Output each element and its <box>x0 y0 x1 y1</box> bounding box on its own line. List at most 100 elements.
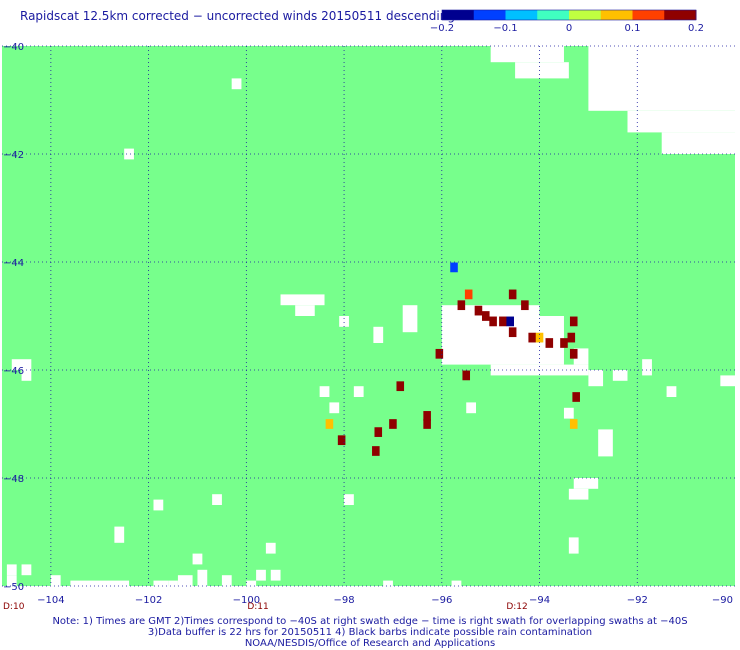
no-data-cell <box>177 575 193 586</box>
longitude-label: −104 <box>37 595 64 606</box>
latitude-label: −40 <box>3 42 24 53</box>
time-label: D:10 <box>3 602 25 610</box>
longitude-label: −98 <box>334 595 355 606</box>
time-label: D:12 <box>506 602 527 610</box>
no-data-cell <box>666 386 677 397</box>
no-data-cell <box>114 526 125 543</box>
note-line-3: NOAA/NESDIS/Office of Research and Appli… <box>244 638 496 649</box>
colorbar-swatch <box>442 10 475 20</box>
wind-difference-cell <box>481 311 490 321</box>
no-data-cell <box>329 402 340 414</box>
no-data-cell <box>598 429 613 457</box>
colorbar-tick-label: 0.1 <box>625 23 641 34</box>
wind-difference-cell <box>499 316 507 327</box>
wind-difference-cell <box>457 300 466 311</box>
no-data-cell <box>451 580 462 586</box>
colorbar-tick-label: −0.1 <box>493 23 517 34</box>
no-data-cell <box>353 386 364 397</box>
note-line-1: Note: 1) Times are GMT 2)Times correspon… <box>52 616 688 627</box>
longitude-label: −90 <box>712 595 733 606</box>
no-data-cell <box>6 564 17 576</box>
no-data-cell <box>212 494 222 505</box>
no-data-cell <box>627 110 735 133</box>
no-data-cell <box>319 386 330 397</box>
no-data-cell <box>563 407 574 419</box>
wind-difference-cell <box>489 316 497 327</box>
longitude-label: −96 <box>431 595 452 606</box>
colorbar-tick-label: 0.2 <box>688 23 704 34</box>
no-data-cell <box>515 62 569 79</box>
no-data-cell <box>339 316 349 327</box>
wind-difference-cell <box>435 348 444 359</box>
no-data-cell <box>490 46 564 63</box>
map-title: Rapidscat 12.5km corrected − uncorrected… <box>20 9 455 23</box>
no-data-cell <box>197 569 208 586</box>
latitude-label: −46 <box>3 366 24 377</box>
no-data-cell <box>661 132 735 154</box>
latitude-label: −42 <box>3 150 24 161</box>
wind-difference-cell <box>560 338 568 348</box>
wind-difference-cell <box>389 419 397 429</box>
wind-difference-map: −40 −42 −44 −46 −48 −50 −104 −102 −100 −98 −96 −94 −… <box>2 42 735 610</box>
longitude-label: −94 <box>529 595 550 606</box>
latitude-label: −44 <box>3 258 24 269</box>
no-data-cell <box>344 494 354 505</box>
no-data-areas <box>6 46 735 586</box>
wind-difference-cell <box>423 411 431 421</box>
no-data-cell <box>11 359 32 370</box>
no-data-cell <box>280 294 325 306</box>
no-data-cell <box>153 580 169 586</box>
wind-difference-cell <box>474 305 483 316</box>
no-data-cell <box>70 580 130 586</box>
no-data-cell <box>373 326 384 343</box>
colorbar-swatch <box>600 10 633 20</box>
colorbar-swatch <box>664 10 697 20</box>
wind-difference-cell <box>528 332 536 343</box>
no-data-cell <box>642 359 652 376</box>
colorbar-tick-label: 0 <box>566 23 572 34</box>
no-data-cell <box>246 580 257 586</box>
wind-difference-cell <box>423 419 431 429</box>
no-data-cell <box>153 499 164 511</box>
colorbar-swatch <box>473 10 506 20</box>
longitude-label: −100 <box>233 595 260 606</box>
no-data-cell <box>124 148 134 160</box>
no-data-cell <box>50 575 61 586</box>
wind-difference-cell <box>325 419 334 429</box>
no-data-cell <box>295 305 315 316</box>
no-data-cell <box>568 488 589 500</box>
wind-difference-cell <box>569 419 578 429</box>
colorbar-tick-label: −0.2 <box>430 23 454 34</box>
wind-difference-cell <box>569 316 578 327</box>
no-data-cell <box>588 46 735 111</box>
no-data-cell <box>265 542 276 554</box>
wind-difference-cell <box>374 427 383 437</box>
colorbar-swatch <box>632 10 665 20</box>
no-data-cell <box>21 370 32 381</box>
note-line-2: 3)Data buffer is 22 hrs for 20150511 4) … <box>147 627 593 638</box>
wind-difference-cell <box>508 289 517 300</box>
no-data-cell <box>256 569 266 581</box>
longitude-label: −92 <box>627 595 648 606</box>
wind-difference-cell <box>508 327 517 338</box>
wind-difference-cell <box>545 338 554 348</box>
wind-difference-cell <box>569 348 578 359</box>
no-data-cell <box>270 569 281 581</box>
colorbar-swatch <box>537 10 570 20</box>
no-data-cell <box>588 370 604 387</box>
colorbar-swatch <box>569 10 602 20</box>
wind-difference-cell <box>450 262 458 273</box>
no-data-cell <box>441 305 540 316</box>
no-data-cell <box>402 305 418 333</box>
colorbar-swatch <box>505 10 538 20</box>
colorbar-frame <box>441 9 697 21</box>
no-data-cell <box>568 537 579 554</box>
wind-difference-cell <box>572 392 580 402</box>
wind-difference-cell <box>535 332 544 343</box>
no-data-cell <box>231 78 242 90</box>
longitude-label: −102 <box>135 595 162 606</box>
no-data-cell <box>192 553 203 565</box>
latitude-label: −48 <box>3 474 24 485</box>
wind-difference-cells <box>325 262 580 456</box>
wind-difference-cell <box>396 381 405 392</box>
